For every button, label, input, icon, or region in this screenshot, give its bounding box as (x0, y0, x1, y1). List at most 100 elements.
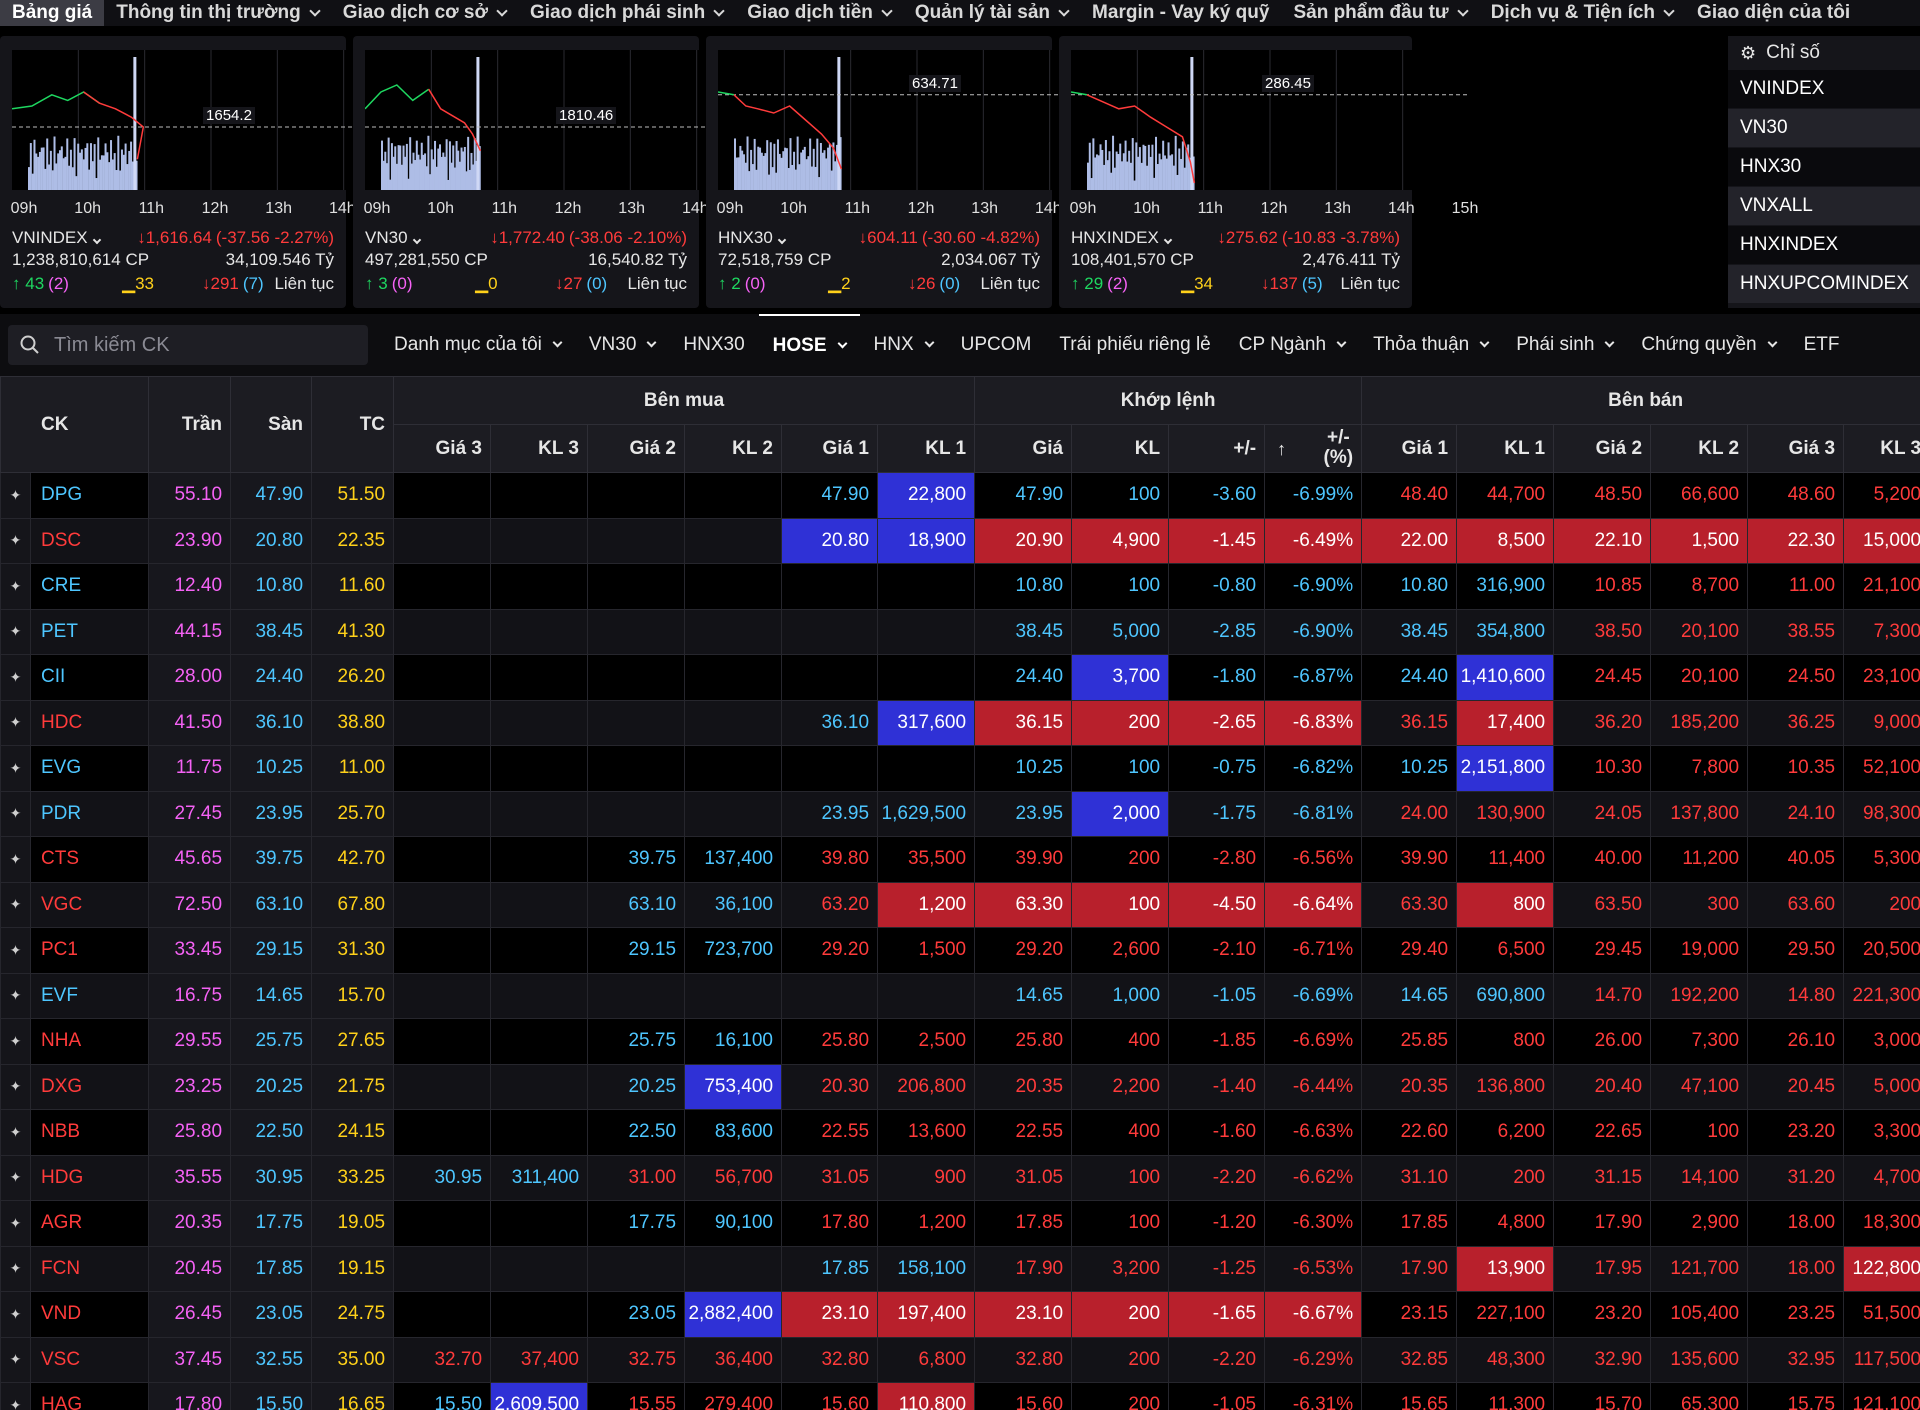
col-buy-kl2[interactable]: KL 2 (684, 424, 783, 473)
match-volume[interactable]: 400 (1071, 1109, 1170, 1156)
pin-icon[interactable]: ✦ (0, 1382, 31, 1410)
index-panel-vnindex[interactable]: 1654.209h10h11h12h13h14h15hVNINDEX↓1,616… (0, 36, 419, 308)
sell-price-2[interactable]: 17.95 (1553, 1245, 1652, 1292)
match-change[interactable]: -1.25 (1168, 1245, 1266, 1292)
search-box[interactable] (8, 325, 368, 365)
col-match-chg[interactable]: +/- (1168, 424, 1266, 473)
pin-icon[interactable]: ✦ (0, 745, 31, 792)
buy-price-3[interactable] (393, 654, 492, 701)
nav-item-1[interactable]: Thông tin thị trường (104, 0, 331, 26)
sell-volume-2[interactable]: 121,700 (1650, 1245, 1749, 1292)
match-change-pct[interactable]: -6.53% (1264, 1245, 1363, 1292)
buy-volume-3[interactable] (490, 745, 589, 792)
match-change[interactable]: -1.60 (1168, 1109, 1266, 1156)
match-price[interactable]: 17.85 (974, 1200, 1073, 1247)
buy-price-1[interactable]: 23.95 (781, 790, 879, 837)
symbol-cell[interactable]: PC1 (29, 927, 150, 974)
index-panel-vn30[interactable]: 1810.4609h10h11h12h13h14h15hVN30↓1,772.4… (353, 36, 772, 308)
match-price[interactable]: 10.80 (974, 563, 1073, 610)
buy-price-1[interactable]: 25.80 (781, 1018, 879, 1065)
sell-volume-3[interactable]: 23,100 (1843, 654, 1920, 701)
buy-volume-1[interactable]: 158,100 (877, 1245, 976, 1292)
col-tc[interactable]: TC (311, 376, 395, 473)
match-volume[interactable]: 200 (1071, 1291, 1170, 1338)
sell-price-2[interactable]: 24.05 (1553, 790, 1652, 837)
index-list-item[interactable]: VN30 (1728, 109, 1920, 147)
sell-volume-1[interactable]: 8,500 (1456, 517, 1555, 564)
sell-price-1[interactable]: 63.30 (1361, 881, 1458, 928)
match-change[interactable]: -1.45 (1168, 517, 1266, 564)
table-row[interactable]: ✦ FCN 20.45 17.85 19.15 17.85 158,100 17.90 3,20… (0, 1245, 1920, 1292)
match-price[interactable]: 32.80 (974, 1336, 1073, 1383)
sell-price-3[interactable]: 14.80 (1747, 972, 1845, 1019)
match-volume[interactable]: 200 (1071, 699, 1170, 746)
buy-price-2[interactable] (587, 972, 686, 1019)
buy-volume-3[interactable]: 311,400 (490, 1154, 589, 1201)
buy-price-1[interactable]: 36.10 (781, 699, 879, 746)
sell-price-1[interactable]: 17.90 (1361, 1245, 1458, 1292)
buy-price-2[interactable] (587, 517, 686, 564)
pin-icon[interactable]: ✦ (0, 1200, 31, 1247)
sell-price-2[interactable]: 22.10 (1553, 517, 1652, 564)
sell-volume-3[interactable]: 20,500 (1843, 927, 1920, 974)
buy-price-3[interactable] (393, 472, 492, 519)
sell-price-2[interactable]: 63.50 (1553, 881, 1652, 928)
col-sell-gia3[interactable]: Giá 3 (1747, 424, 1845, 473)
match-change[interactable]: -2.20 (1168, 1336, 1266, 1383)
filter-tab-11[interactable]: ETF (1790, 314, 1854, 376)
sell-price-2[interactable]: 24.45 (1553, 654, 1652, 701)
buy-volume-2[interactable]: 83,600 (684, 1109, 783, 1156)
sell-price-1[interactable]: 10.25 (1361, 745, 1458, 792)
sell-volume-3[interactable]: 98,300 (1843, 790, 1920, 837)
buy-price-3[interactable] (393, 1063, 492, 1110)
table-row[interactable]: ✦ AGR 20.35 17.75 19.05 17.75 90,100 17.80 1,200… (0, 1200, 1920, 1247)
match-price[interactable]: 20.35 (974, 1063, 1073, 1110)
sell-price-3[interactable]: 20.45 (1747, 1063, 1845, 1110)
col-tran[interactable]: Trần (148, 376, 232, 473)
col-buy-kl3[interactable]: KL 3 (490, 424, 589, 473)
buy-volume-1[interactable]: 900 (877, 1154, 976, 1201)
filter-tab-10[interactable]: Chứng quyền (1627, 314, 1789, 376)
pin-icon[interactable]: ✦ (0, 1336, 31, 1383)
sell-price-2[interactable]: 38.50 (1553, 608, 1652, 655)
pin-icon[interactable]: ✦ (0, 608, 31, 655)
match-price[interactable]: 47.90 (974, 472, 1073, 519)
match-change-pct[interactable]: -6.64% (1264, 881, 1363, 928)
buy-volume-1[interactable]: 110,800 (877, 1382, 976, 1410)
pin-icon[interactable]: ✦ (0, 563, 31, 610)
symbol-cell[interactable]: HAG (29, 1382, 150, 1410)
sell-volume-1[interactable]: 6,200 (1456, 1109, 1555, 1156)
match-price[interactable]: 31.05 (974, 1154, 1073, 1201)
match-volume[interactable]: 400 (1071, 1018, 1170, 1065)
sell-volume-1[interactable]: 136,800 (1456, 1063, 1555, 1110)
table-row[interactable]: ✦ DSC 23.90 20.80 22.35 20.80 18,900 20.90 4,900… (0, 517, 1920, 564)
index-list-header[interactable]: ⚙ Chỉ số (1728, 36, 1920, 70)
nav-item-2[interactable]: Giao dịch cơ sở (331, 0, 518, 26)
buy-price-1[interactable]: 31.05 (781, 1154, 879, 1201)
sell-volume-1[interactable]: 48,300 (1456, 1336, 1555, 1383)
sell-price-1[interactable]: 25.85 (1361, 1018, 1458, 1065)
sell-volume-1[interactable]: 4,800 (1456, 1200, 1555, 1247)
match-price[interactable]: 22.55 (974, 1109, 1073, 1156)
sell-volume-2[interactable]: 100 (1650, 1109, 1749, 1156)
buy-volume-1[interactable] (877, 654, 976, 701)
buy-price-2[interactable] (587, 699, 686, 746)
symbol-cell[interactable]: HDC (29, 699, 150, 746)
buy-volume-3[interactable] (490, 790, 589, 837)
match-change[interactable]: -2.80 (1168, 836, 1266, 883)
filter-tab-6[interactable]: Trái phiếu riêng lẻ (1045, 314, 1224, 376)
match-volume[interactable]: 100 (1071, 1200, 1170, 1247)
match-price[interactable]: 23.10 (974, 1291, 1073, 1338)
buy-volume-1[interactable] (877, 608, 976, 655)
match-change-pct[interactable]: -6.71% (1264, 927, 1363, 974)
match-change[interactable]: -1.75 (1168, 790, 1266, 837)
buy-volume-1[interactable]: 1,500 (877, 927, 976, 974)
buy-volume-1[interactable]: 1,200 (877, 1200, 976, 1247)
index-list-item[interactable]: HNXUPCOMINDEX (1728, 265, 1920, 303)
sell-price-1[interactable]: 24.00 (1361, 790, 1458, 837)
match-volume[interactable]: 2,600 (1071, 927, 1170, 974)
filter-tab-9[interactable]: Phái sinh (1502, 314, 1627, 376)
table-row[interactable]: ✦ DPG 55.10 47.90 51.50 47.90 22,800 47.90 100 -3… (0, 472, 1920, 519)
buy-volume-1[interactable]: 18,900 (877, 517, 976, 564)
sell-volume-1[interactable]: 227,100 (1456, 1291, 1555, 1338)
